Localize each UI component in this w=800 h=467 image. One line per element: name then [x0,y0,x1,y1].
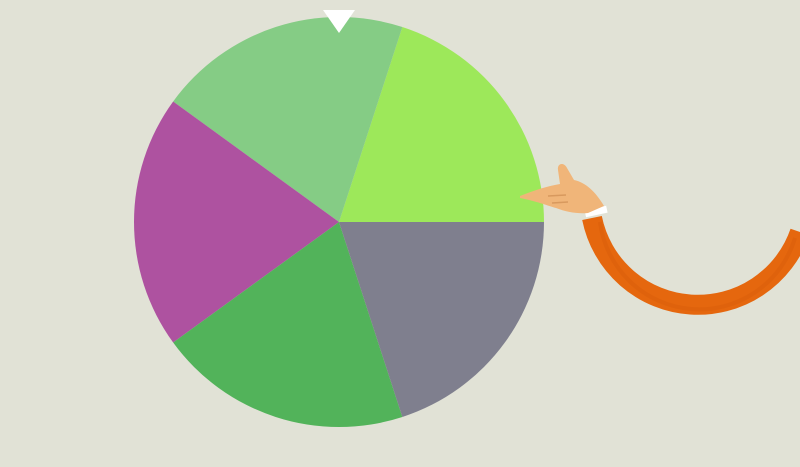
arm-sleeve [582,215,800,315]
wheel-segment[interactable] [173,16,403,222]
pointing-hand-arm [520,164,800,315]
shirt-cuff [584,205,608,218]
prize-wheel[interactable] [134,16,544,427]
wheel-segment[interactable] [173,222,403,427]
hand-finger-lines [547,194,569,204]
hand-icon [520,164,604,214]
wheel-segment[interactable] [134,101,339,343]
wheel-segment[interactable] [339,27,544,222]
wheel-pointer-icon [323,10,355,33]
arm-sleeve-shade [598,221,797,312]
wheel-segment[interactable] [339,222,544,417]
